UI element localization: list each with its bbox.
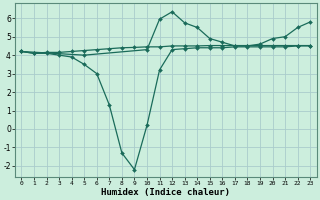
X-axis label: Humidex (Indice chaleur): Humidex (Indice chaleur)	[101, 188, 230, 197]
